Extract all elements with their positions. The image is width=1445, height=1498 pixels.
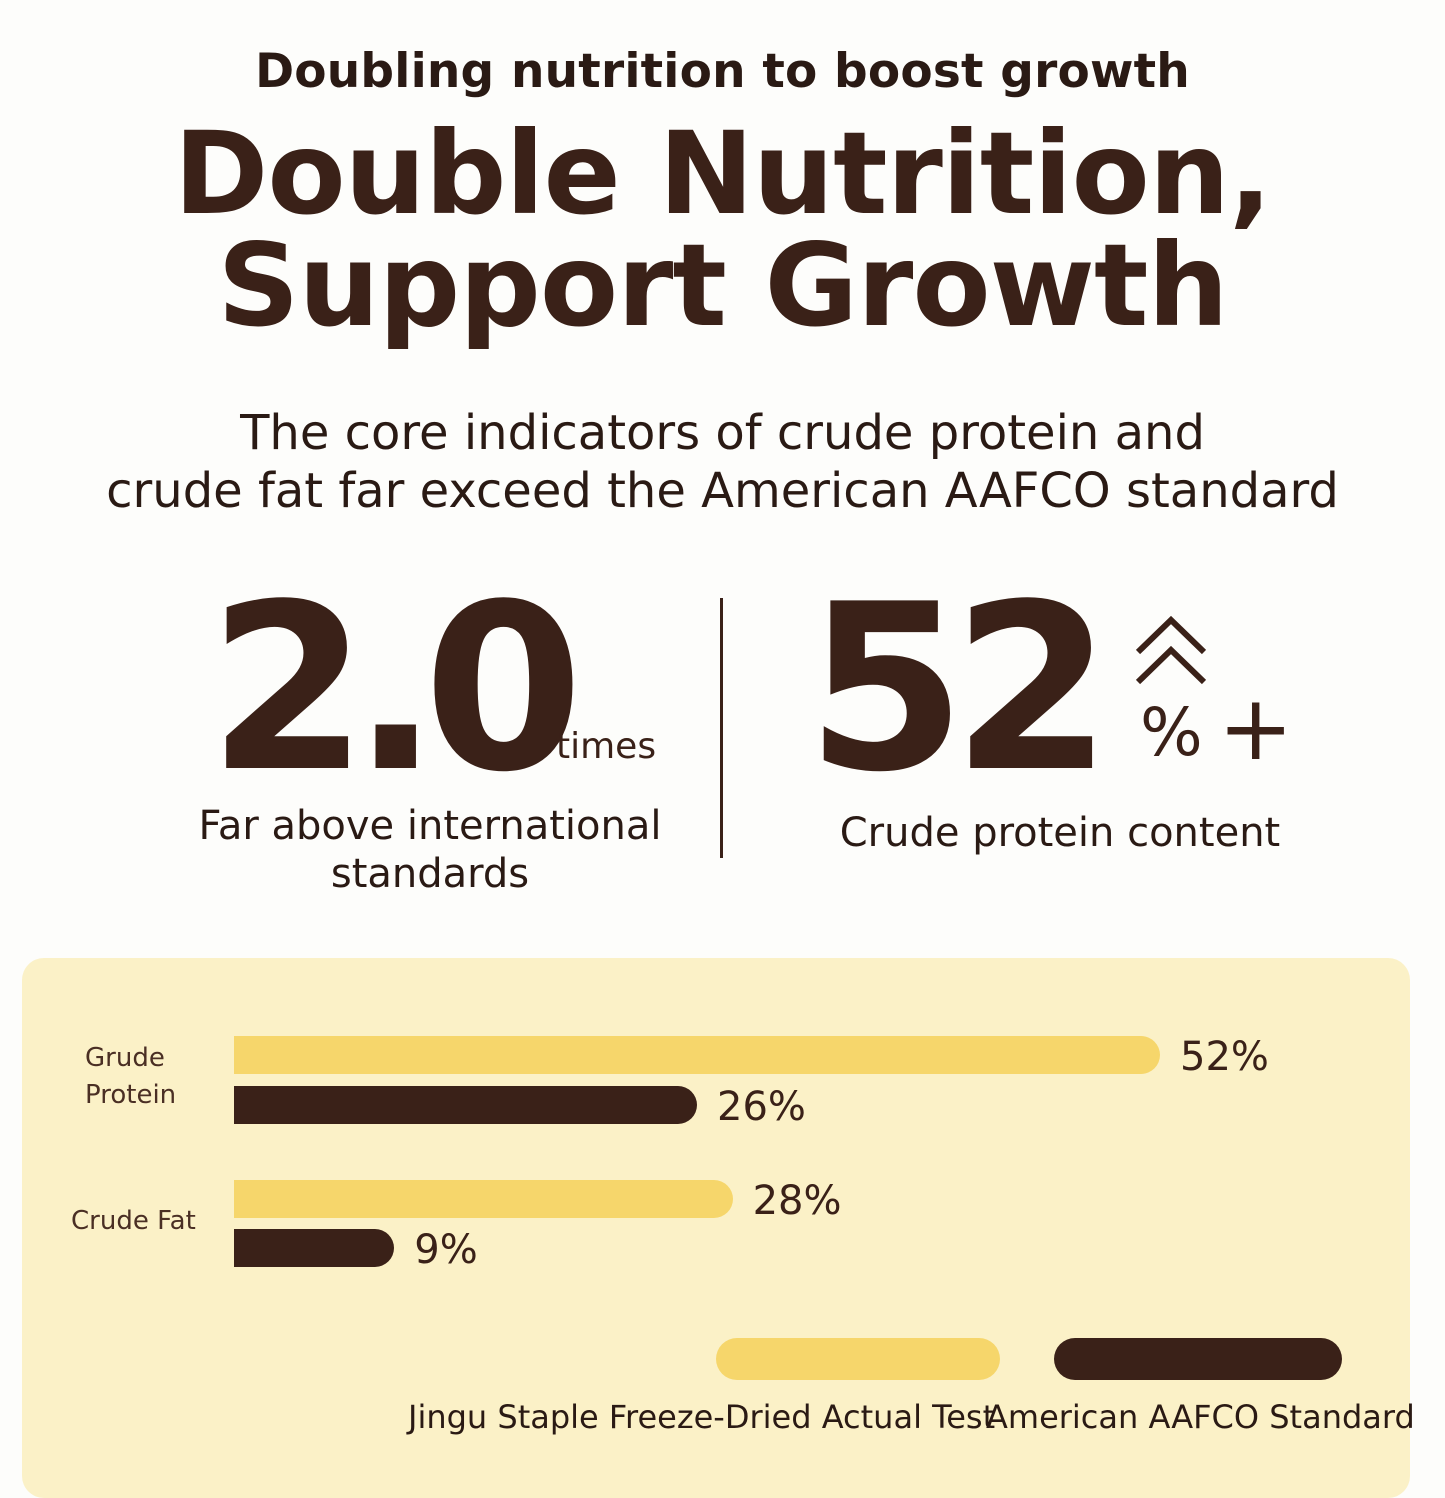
chart-category-label-fat: Crude Fat	[71, 1203, 196, 1240]
subtitle-line-1: The core indicators of crude protein and	[240, 405, 1205, 461]
bar-label-protein-test: 52%	[1180, 1034, 1269, 1080]
bar-protein-aafco	[234, 1086, 697, 1124]
double-chevron-up-icon	[1135, 615, 1207, 685]
title-line-2: Support Growth	[217, 219, 1228, 352]
legend-swatch-test	[716, 1338, 1000, 1380]
bar-protein-test	[234, 1036, 1160, 1074]
title-line-1: Double Nutrition,	[173, 107, 1273, 240]
stat-times-value: 2.0	[208, 556, 583, 823]
stat-times-unit: times	[556, 726, 657, 767]
stat-protein-caption: Crude protein content	[839, 810, 1281, 856]
page-title: Double Nutrition, Support Growth	[0, 107, 1445, 352]
header-kicker: Doubling nutrition to boost growth	[255, 44, 1190, 99]
stat-times-caption: Far above international standards	[190, 802, 670, 898]
legend-label-aafco: American AAFCO Standard	[986, 1398, 1415, 1436]
legend-label-test: Jingu Staple Freeze-Dried Actual Test	[408, 1398, 996, 1436]
stat-times-caption-line-2: standards	[330, 851, 530, 897]
stat-times-caption-line-1: Far above international	[198, 803, 662, 849]
stats-divider	[720, 598, 723, 858]
bar-fat-test	[234, 1180, 733, 1218]
subtitle: The core indicators of crude protein and…	[0, 404, 1445, 520]
chart-category-label-protein-line-2: Protein	[85, 1080, 177, 1110]
bar-label-fat-test: 28%	[752, 1178, 842, 1224]
stat-protein-value: 52	[806, 556, 1112, 823]
bar-label-protein-aafco: 26%	[717, 1084, 806, 1130]
subtitle-line-2: crude fat far exceed the American AAFCO …	[106, 463, 1339, 519]
legend-swatch-aafco	[1054, 1338, 1342, 1380]
chart-category-label-fat-line-1: Crude Fat	[71, 1206, 196, 1236]
chart-category-label-protein-line-1: Grude	[85, 1043, 165, 1073]
stat-protein-plus: +	[1218, 676, 1294, 781]
stat-protein-unit: %	[1140, 694, 1203, 771]
chart-category-label-protein: Grude Protein	[85, 1040, 176, 1114]
bar-fat-aafco	[234, 1229, 395, 1267]
bar-label-fat-aafco: 9%	[414, 1227, 478, 1273]
